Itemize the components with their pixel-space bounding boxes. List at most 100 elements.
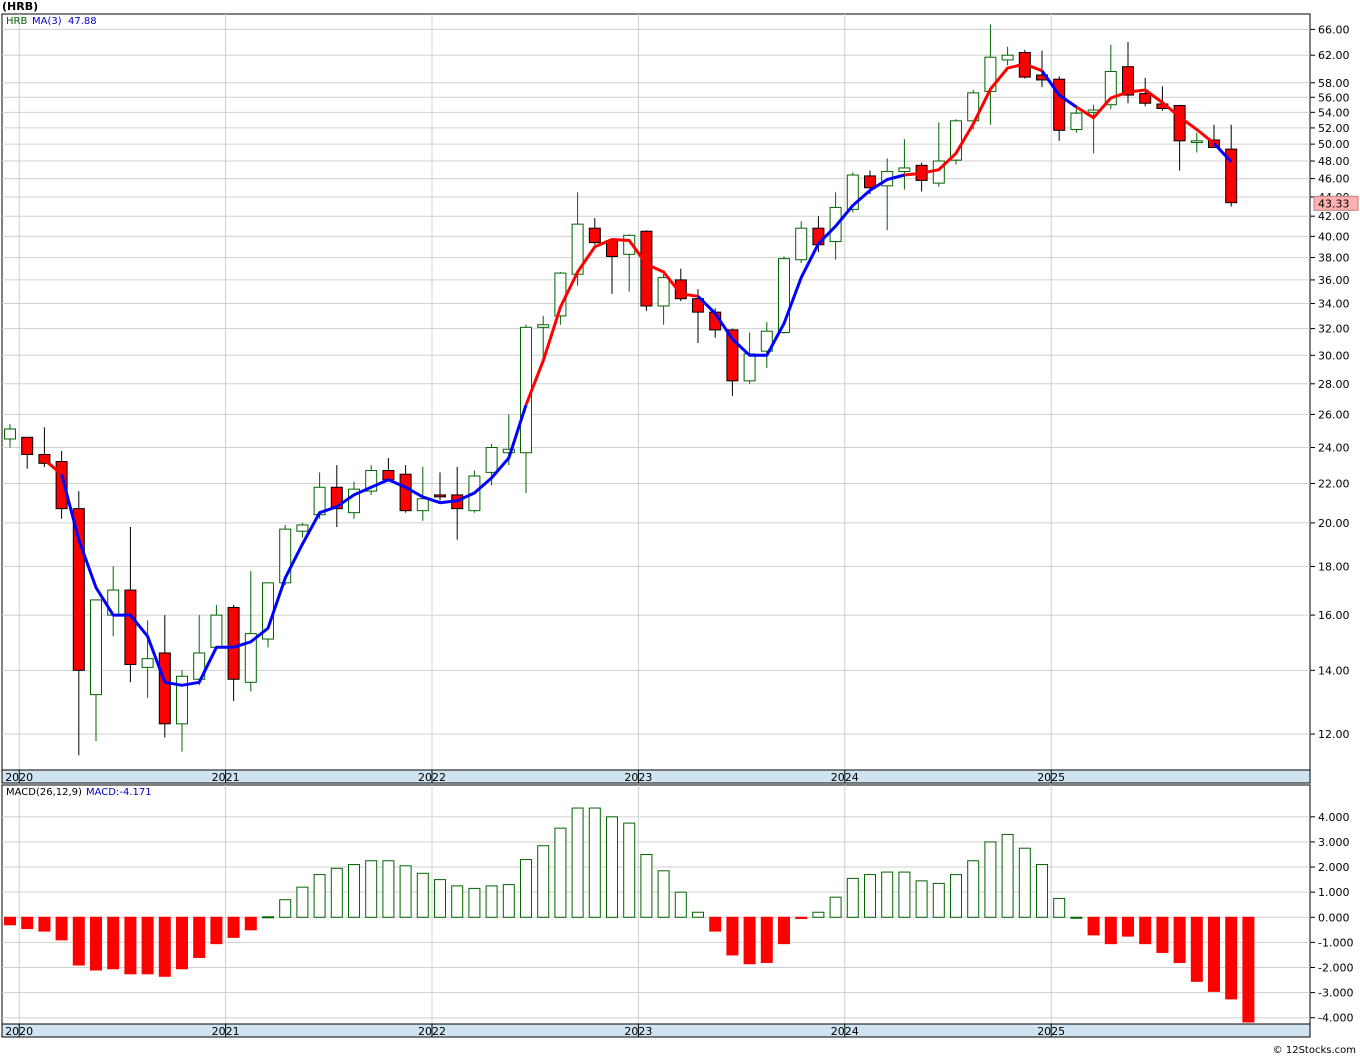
macd-tick-label: -1.000 xyxy=(1318,936,1353,949)
macd-panel-frame xyxy=(1,784,1311,1026)
macd-year-label: 2024 xyxy=(831,1025,859,1038)
candle-up xyxy=(657,277,670,307)
macd-bar-negative xyxy=(38,916,51,932)
macd-tick-label: -4.000 xyxy=(1318,1012,1353,1025)
macd-bar-negative xyxy=(244,916,257,931)
price-legend-ma-name: MA(3) xyxy=(32,16,62,27)
macd-bar-negative xyxy=(72,916,85,966)
candle-up xyxy=(795,227,808,261)
price-legend-ma-value: 47.88 xyxy=(68,16,97,27)
candle-up xyxy=(279,528,292,584)
price-tick-label: 48.00 xyxy=(1318,155,1350,168)
last-price-box xyxy=(1313,195,1359,211)
candle-down xyxy=(726,329,739,382)
macd-bar-negative xyxy=(1208,916,1220,992)
macd-bar-negative xyxy=(90,916,102,971)
macd-bar-positive xyxy=(1053,897,1066,918)
candle-up xyxy=(1070,112,1083,131)
macd-bar-positive xyxy=(502,884,515,918)
macd-bar-positive xyxy=(1018,847,1031,918)
macd-bar-negative xyxy=(1104,916,1117,945)
price-tick-label: 26.00 xyxy=(1318,408,1350,421)
candle-up xyxy=(176,675,188,725)
candle-down xyxy=(399,473,412,512)
ma-line-up-segment xyxy=(696,173,905,357)
price-tick-label: 22.00 xyxy=(1318,477,1350,490)
price-tick-label: 46.00 xyxy=(1318,173,1350,186)
macd-bar-negative xyxy=(778,916,790,945)
candle-up xyxy=(898,167,911,172)
macd-bar-negative xyxy=(4,916,16,926)
price-year-label: 2021 xyxy=(212,771,240,784)
macd-bar-negative xyxy=(1173,916,1186,963)
ma-line-down-segment xyxy=(1075,88,1215,145)
macd-bar-positive xyxy=(829,896,842,918)
macd-bar-positive xyxy=(846,877,859,918)
macd-bar-positive xyxy=(932,882,945,918)
macd-year-label: 2021 xyxy=(212,1025,240,1038)
candle-down xyxy=(864,175,876,189)
macd-bar-negative xyxy=(210,916,223,945)
macd-bar-positive xyxy=(296,886,309,918)
symbol-label: (HRB) xyxy=(2,0,39,13)
price-tick-label: 66.00 xyxy=(1318,23,1350,36)
credit-text: © 12Stocks.com xyxy=(1272,1045,1356,1056)
macd-year-band xyxy=(1,1023,1311,1038)
candle-up xyxy=(141,658,154,668)
candle-down xyxy=(1122,66,1134,96)
candle-down xyxy=(588,227,601,244)
macd-bar-negative xyxy=(709,916,722,932)
candle-up xyxy=(1104,71,1117,106)
macd-bar-negative xyxy=(1122,916,1134,937)
price-tick-label: 58.00 xyxy=(1318,77,1350,90)
price-tick-label: 18.00 xyxy=(1318,560,1350,573)
price-tick-label: 16.00 xyxy=(1318,609,1350,622)
macd-bar-positive xyxy=(864,874,876,918)
price-tick-label: 30.00 xyxy=(1318,349,1350,362)
macd-bar-positive xyxy=(692,911,704,918)
macd-bar-negative xyxy=(1156,916,1169,953)
candle-down xyxy=(21,436,34,455)
macd-year-label: 2022 xyxy=(418,1025,446,1038)
candle-down xyxy=(72,508,85,671)
price-tick-label: 62.00 xyxy=(1318,49,1350,62)
price-tick-label: 52.00 xyxy=(1318,122,1350,135)
macd-bar-positive xyxy=(640,854,653,918)
price-tick-label: 42.00 xyxy=(1318,210,1350,223)
price-tick-label: 24.00 xyxy=(1318,442,1350,455)
macd-bar-positive xyxy=(537,845,550,918)
macd-bar-positive xyxy=(313,874,326,918)
candle-up xyxy=(210,614,223,648)
macd-bar-negative xyxy=(1242,916,1255,1023)
ma-line-up-segment xyxy=(1040,69,1078,109)
macd-bar-positive xyxy=(571,807,584,918)
macd-tick-label: -2.000 xyxy=(1318,962,1353,975)
candle-down xyxy=(158,652,171,725)
macd-bar-negative xyxy=(227,916,240,938)
macd-bar-positive xyxy=(674,891,687,918)
macd-year-label: 2020 xyxy=(5,1025,33,1038)
candle-up xyxy=(743,353,756,382)
macd-tick-label: -3.000 xyxy=(1318,987,1353,1000)
macd-bar-negative xyxy=(55,916,68,941)
candle-down xyxy=(434,494,446,498)
macd-bar-negative xyxy=(141,916,154,975)
price-tick-label: 20.00 xyxy=(1318,517,1350,530)
macd-bar-positive xyxy=(1001,833,1014,918)
macd-bar-negative xyxy=(760,916,773,963)
candle-down xyxy=(330,486,343,510)
macd-year-label: 2025 xyxy=(1037,1025,1065,1038)
candle-up xyxy=(623,234,636,255)
ma-line-up-segment xyxy=(60,404,528,687)
macd-bar-positive xyxy=(485,885,498,918)
macd-bar-positive xyxy=(520,859,532,918)
macd-bar-positive xyxy=(623,822,636,918)
macd-tick-label: 3.000 xyxy=(1318,836,1350,849)
ma-line-up-segment xyxy=(1212,142,1233,163)
price-year-band xyxy=(1,769,1311,784)
macd-tick-label: 2.000 xyxy=(1318,861,1350,874)
macd-year-label: 2023 xyxy=(624,1025,652,1038)
candle-down xyxy=(640,230,653,307)
price-tick-label: 34.00 xyxy=(1318,298,1350,311)
